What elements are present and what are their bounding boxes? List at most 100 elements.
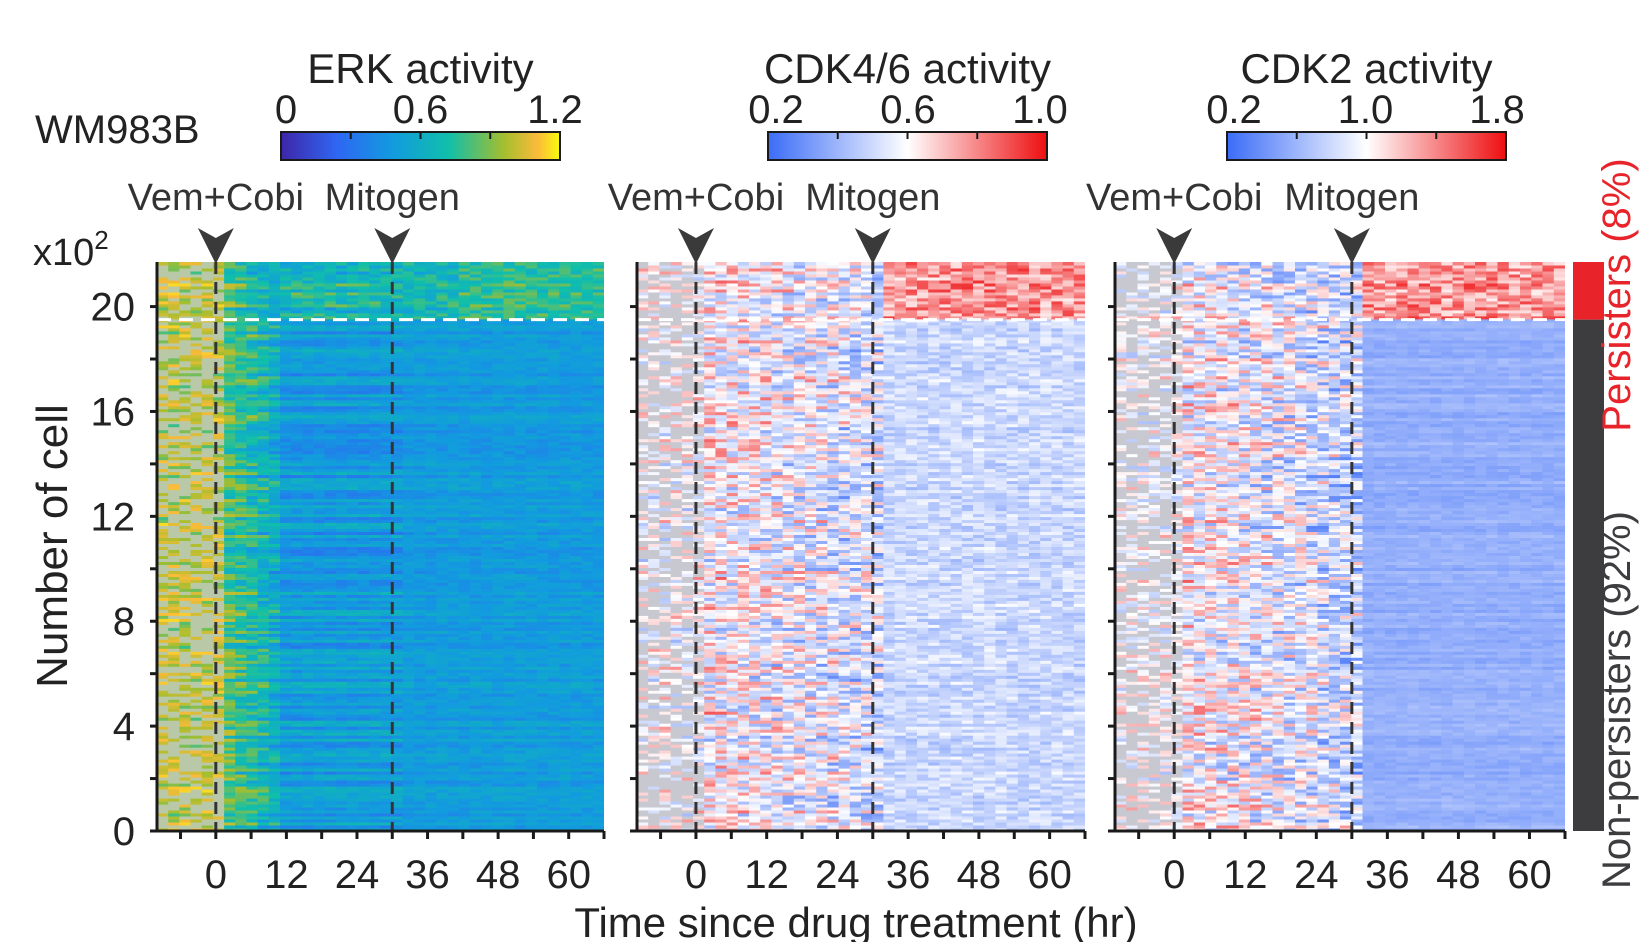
heatmap-cell <box>425 624 437 628</box>
heatmap-cell <box>537 768 549 772</box>
heatmap-cell <box>335 663 348 667</box>
cell-row <box>157 552 604 556</box>
heatmap-cell <box>168 681 180 685</box>
heatmap-cell <box>481 780 493 784</box>
heatmap-cell <box>313 717 326 721</box>
heatmap-cell <box>581 486 594 491</box>
heatmap-cell <box>268 807 281 811</box>
heatmap-cell <box>257 612 270 616</box>
heatmap-cell <box>190 693 203 697</box>
heatmap-cell <box>224 648 236 652</box>
heatmap-cell <box>414 699 426 703</box>
heatmap-cell <box>347 636 359 640</box>
heatmap-cell <box>246 717 259 721</box>
heatmap-cell <box>335 723 348 727</box>
heatmap-cell <box>559 474 572 479</box>
heatmap-cell <box>447 501 460 506</box>
heatmap-cell <box>302 813 315 817</box>
heatmap-cell <box>335 633 348 637</box>
heatmap-cell <box>347 528 359 532</box>
heatmap-cell <box>268 696 281 700</box>
heatmap-cell <box>324 819 337 823</box>
heatmap-cell <box>268 468 281 473</box>
heatmap-cell <box>581 750 594 754</box>
heatmap-cell <box>514 678 527 682</box>
heatmap-cell <box>447 555 460 559</box>
heatmap-cell <box>425 528 437 532</box>
heatmap-cell <box>525 573 538 577</box>
heatmap-cell <box>514 657 527 661</box>
heatmap-cell <box>157 702 169 706</box>
heatmap-cell <box>179 600 192 604</box>
heatmap-cell <box>369 741 382 745</box>
heatmap-cell <box>391 702 404 706</box>
heatmap-cell <box>291 723 303 727</box>
heatmap-cell <box>592 471 604 476</box>
heatmap-cell <box>391 735 404 739</box>
heatmap-cell <box>279 546 292 550</box>
heatmap-cell <box>559 636 572 640</box>
heatmap-cell <box>469 528 482 532</box>
heatmap-cell <box>246 804 259 808</box>
heatmap-cell <box>402 510 415 515</box>
heatmap-cell <box>302 747 315 751</box>
heatmap-cell <box>592 603 604 607</box>
heatmap-cell <box>458 798 471 802</box>
heatmap-cell <box>313 597 326 601</box>
heatmap-cell <box>201 615 214 619</box>
heatmap-cell <box>157 690 169 694</box>
heatmap-cell <box>458 810 471 814</box>
heatmap-cell <box>592 798 604 802</box>
heatmap-cell <box>402 669 415 673</box>
heatmap-cell <box>380 489 393 494</box>
heatmap-cell <box>313 696 326 700</box>
heatmap-cell <box>581 702 594 706</box>
heatmap-cell <box>279 729 292 733</box>
heatmap-cell <box>492 738 505 742</box>
heatmap-cell <box>380 600 393 604</box>
heatmap-cell <box>391 810 404 814</box>
heatmap-cell <box>190 612 203 616</box>
heatmap-cell <box>335 495 348 500</box>
heatmap-cell <box>548 579 560 583</box>
heatmap-cell <box>525 597 538 601</box>
heatmap-cell <box>592 726 604 730</box>
heatmap-cell <box>257 705 270 709</box>
heatmap-cell <box>324 804 337 808</box>
heatmap-cell <box>324 552 337 556</box>
heatmap-cell <box>246 609 259 613</box>
heatmap-cell <box>503 765 516 769</box>
heatmap-cell <box>581 528 594 532</box>
heatmap-cell <box>525 762 538 766</box>
heatmap-cell <box>179 471 192 476</box>
heatmap-cell <box>291 795 303 799</box>
heatmap-cell <box>235 483 247 488</box>
heatmap-cell <box>425 555 437 559</box>
heatmap-cell <box>581 738 594 742</box>
heatmap-cell <box>291 759 303 763</box>
cell-row <box>157 537 604 541</box>
heatmap-cell <box>492 768 505 772</box>
heatmap-cell <box>212 786 225 790</box>
heatmap-cell <box>492 735 505 739</box>
heatmap-cell <box>436 726 449 730</box>
heatmap-cell <box>246 474 259 479</box>
heatmap-cell <box>592 639 604 643</box>
heatmap-cell <box>313 489 326 494</box>
heatmap-cell <box>235 540 247 544</box>
heatmap-cell <box>369 603 382 607</box>
heatmap-cell <box>246 789 259 793</box>
cell-row <box>157 753 604 757</box>
heatmap-cell <box>514 693 527 697</box>
heatmap-cell <box>469 690 482 694</box>
heatmap-cell <box>369 720 382 724</box>
heatmap-cell <box>279 747 292 751</box>
heatmap-cell <box>190 615 203 619</box>
heatmap-cell <box>291 588 303 592</box>
heatmap-cell <box>414 579 426 583</box>
heatmap-cell <box>447 678 460 682</box>
heatmap-cell <box>492 555 505 559</box>
heatmap-cell <box>190 525 203 529</box>
heatmap-cell <box>492 810 505 814</box>
heatmap-cell <box>559 753 572 757</box>
